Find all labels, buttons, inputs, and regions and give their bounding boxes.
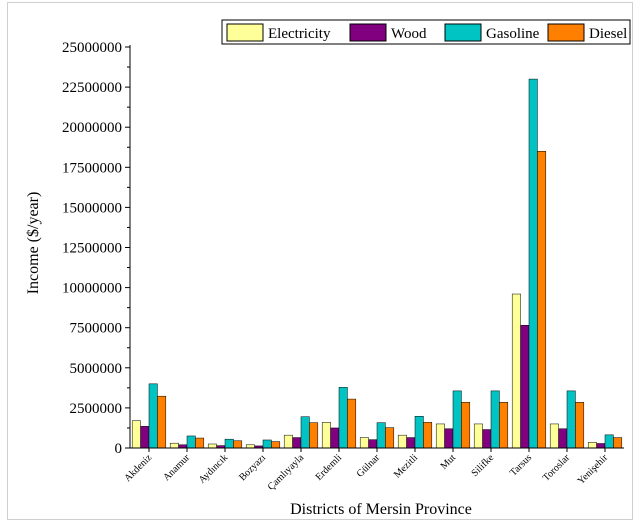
bar-wood-12 [596, 443, 606, 449]
bar-gasoline-2 [224, 438, 234, 449]
bar-diesel-8 [461, 402, 471, 449]
y-tick-label-6: 15000000 [62, 200, 122, 216]
bar-wood-4 [292, 437, 302, 449]
bar-electricity-2 [207, 443, 217, 449]
bar-diesel-2 [233, 440, 243, 449]
category-label-8: Mut [439, 452, 459, 472]
bar-electricity-5 [321, 422, 331, 449]
y-tick-label-5: 12500000 [62, 241, 122, 257]
legend-label-gasoline: Gasoline [486, 26, 540, 42]
legend-swatch-diesel [547, 23, 585, 42]
y-tick-label-3: 7500000 [70, 321, 123, 337]
bar-gasoline-5 [338, 387, 348, 449]
y-tick-label-2: 5000000 [70, 361, 123, 377]
bar-electricity-12 [587, 442, 597, 449]
category-label-3: Bozyazı [237, 452, 268, 483]
bar-electricity-11 [549, 423, 559, 449]
bar-wood-7 [406, 437, 416, 449]
bar-wood-6 [368, 439, 378, 449]
bar-diesel-7 [423, 422, 433, 449]
category-label-2: Aydıncık [197, 452, 230, 485]
x-axis-title: Districts of Mersin Province [290, 501, 472, 518]
bar-electricity-8 [435, 423, 445, 449]
bar-gasoline-7 [414, 415, 424, 449]
legend-swatch-electricity [226, 23, 264, 42]
category-label-5: Erdemli [314, 452, 345, 483]
category-label-0: Akdeniz [122, 452, 154, 484]
y-tick-label-8: 20000000 [62, 120, 122, 136]
category-label-6: Gülnar [355, 452, 383, 480]
bars-layer [131, 78, 623, 449]
y-axis-title: Income ($/year) [25, 192, 42, 295]
bar-gasoline-1 [186, 435, 196, 449]
bar-electricity-9 [473, 423, 483, 449]
bar-chart: 0 2500000 5000000 7500000 10000000 12500000 15… [25, 19, 631, 518]
category-label-1: Anamur [161, 452, 192, 483]
y-tick-label-10: 25000000 [62, 40, 122, 56]
bar-gasoline-11 [566, 390, 576, 449]
bar-gasoline-12 [604, 434, 614, 449]
bar-diesel-12 [613, 437, 623, 449]
bar-diesel-6 [385, 427, 395, 449]
category-label-10: Tarsus [508, 452, 534, 478]
bar-diesel-9 [499, 402, 509, 449]
bar-electricity-6 [359, 437, 369, 449]
bar-gasoline-4 [300, 416, 310, 449]
category-label-9: Silifke [469, 452, 496, 479]
bar-gasoline-10 [528, 78, 538, 449]
bar-electricity-1 [169, 442, 179, 449]
bar-wood-0 [140, 426, 150, 449]
bar-gasoline-0 [148, 383, 158, 449]
bar-diesel-11 [575, 402, 585, 449]
bar-diesel-10 [537, 151, 547, 449]
bar-diesel-4 [309, 422, 319, 449]
legend-label-diesel: Diesel [589, 26, 627, 42]
bar-gasoline-3 [262, 439, 272, 449]
y-tick-label-4: 10000000 [62, 281, 122, 297]
bar-gasoline-8 [452, 390, 462, 449]
bar-diesel-0 [157, 395, 167, 449]
y-tick-label-0: 0 [115, 441, 123, 457]
bar-gasoline-6 [376, 422, 386, 449]
category-label-4: Çamlıyayla [266, 452, 307, 493]
category-label-12: Yenişehir [576, 452, 611, 487]
bar-wood-9 [482, 429, 492, 449]
category-label-7: Mezitli [392, 452, 420, 480]
bar-wood-10 [520, 325, 530, 449]
legend-label-electricity: Electricity [268, 26, 331, 42]
y-tick-label-7: 17500000 [62, 160, 122, 176]
bar-wood-8 [444, 428, 454, 449]
y-tick-label-9: 22500000 [62, 80, 122, 96]
bar-diesel-3 [271, 441, 281, 449]
legend-swatch-wood [349, 23, 387, 42]
bar-electricity-0 [131, 420, 141, 449]
bar-electricity-10 [511, 293, 521, 449]
bar-wood-5 [330, 427, 340, 449]
bar-electricity-4 [283, 434, 293, 449]
chart-frame: 0 2500000 5000000 7500000 10000000 12500000 15… [7, 2, 633, 520]
category-label-11: Toroslar [541, 452, 573, 484]
bar-diesel-5 [347, 398, 357, 449]
bar-diesel-1 [195, 437, 205, 449]
bar-electricity-7 [397, 434, 407, 449]
bar-gasoline-9 [490, 390, 500, 449]
legend: Electricity Wood Gasoline Diesel [221, 19, 631, 45]
legend-label-wood: Wood [391, 26, 427, 42]
y-tick-label-1: 2500000 [70, 401, 123, 417]
legend-swatch-gasoline [444, 23, 482, 42]
bar-wood-11 [558, 428, 568, 449]
